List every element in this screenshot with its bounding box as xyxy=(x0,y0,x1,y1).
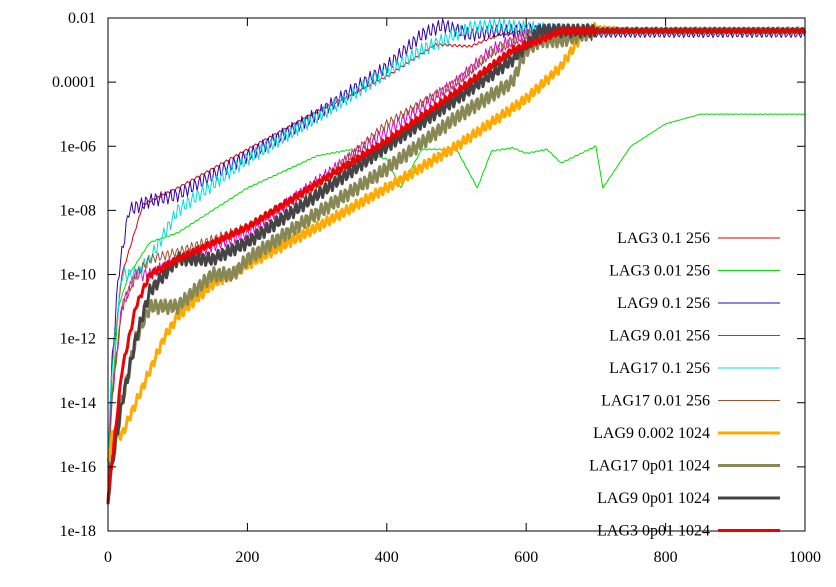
x-tick-label: 400 xyxy=(375,549,399,566)
y-tick-label: 1e-10 xyxy=(60,267,96,284)
series-line-lag3-0p01-1024 xyxy=(106,26,807,502)
y-tick-label: 1e-08 xyxy=(60,202,96,219)
legend-label-lag9-0-01-256: LAG9 0.01 256 xyxy=(609,328,710,345)
y-tick-label: 0.0001 xyxy=(52,74,96,91)
legend-label-lag17-0-01-256: LAG17 0.01 256 xyxy=(601,393,710,410)
y-tick-label: 1e-12 xyxy=(60,331,96,348)
legend-label-lag3-0-1-256: LAG3 0.1 256 xyxy=(617,230,710,247)
y-tick-label: 1e-18 xyxy=(60,523,96,540)
y-tick-label: 1e-06 xyxy=(60,138,96,155)
y-tick-label: 1e-16 xyxy=(60,459,96,476)
legend: LAG3 0.1 256 LAG3 0.01 256 LAG9 0.1 256 LAG… xyxy=(589,230,780,540)
x-tick-label: 1000 xyxy=(789,549,821,566)
legend-label-lag3-0-01-256: LAG3 0.01 256 xyxy=(609,263,710,280)
legend-label-lag17-0p01-1024: LAG17 0p01 1024 xyxy=(589,458,710,475)
x-tick-label: 600 xyxy=(514,549,538,566)
x-tick-label: 200 xyxy=(235,549,259,566)
x-tick-label: 800 xyxy=(654,549,678,566)
series-line-lag9-0-1-256 xyxy=(107,18,806,464)
y-tick-label: 1e-14 xyxy=(60,395,96,412)
legend-label-lag9-0-002-1024: LAG9 0.002 1024 xyxy=(593,425,710,442)
legend-label-lag9-0p01-1024: LAG9 0p01 1024 xyxy=(597,490,710,507)
y-ticks: 0.01 0.0001 1e-06 1e-08 1e-10 1e-12 1e-14 1e-16… xyxy=(52,10,805,540)
plot-series-layer xyxy=(106,18,807,505)
y-tick-label: 0.01 xyxy=(68,10,96,27)
legend-label-lag3-0p01-1024: LAG3 0p01 1024 xyxy=(597,523,710,540)
legend-label-lag17-0-1-256: LAG17 0.1 256 xyxy=(609,360,710,377)
x-tick-label: 0 xyxy=(104,549,112,566)
legend-label-lag9-0-1-256: LAG9 0.1 256 xyxy=(617,295,710,312)
x-ticks: 0 200 400 600 800 1000 xyxy=(104,18,821,566)
